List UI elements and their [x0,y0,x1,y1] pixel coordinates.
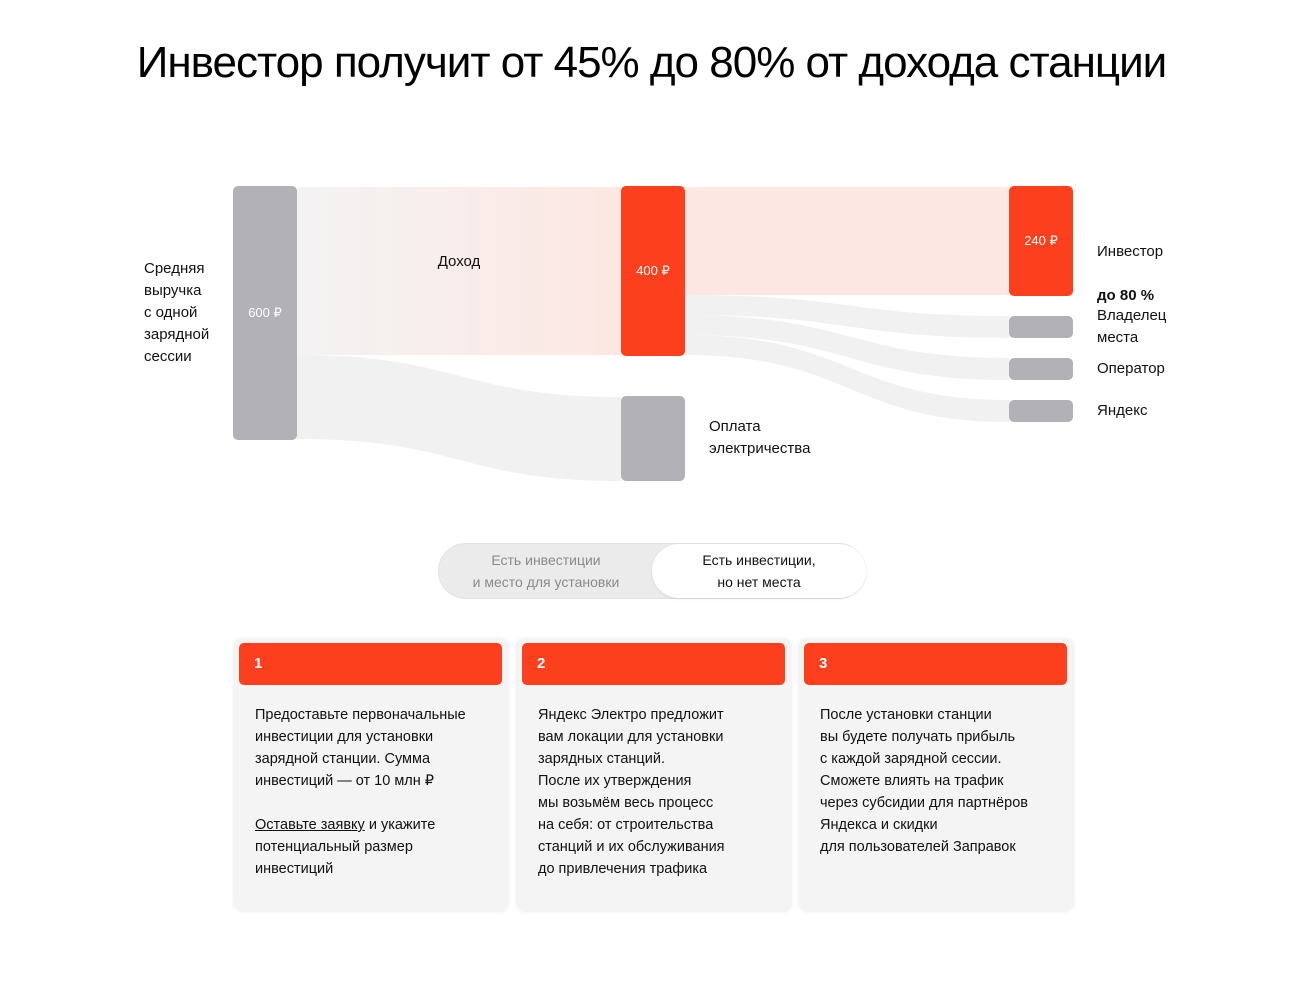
operator-label: Оператор [1097,360,1165,377]
toggle-option-investment-no-place[interactable]: Есть инвестиции, но нет места [652,544,866,598]
node-income [621,186,685,356]
step-text-2: Яндекс Электро предложит вам локации для… [538,707,725,877]
node-owner [1009,316,1073,338]
step-number-2: 2 [522,643,785,685]
investor-share: до 80 % [1097,287,1155,304]
step-number-3: 3 [804,643,1067,685]
flow-investor [685,187,1009,295]
flow-operator [685,315,1009,380]
yandex-label: Яндекс [1097,402,1148,419]
toggle-option-investment-and-place[interactable]: Есть инвестиции и место для установки [472,552,620,590]
electricity-label: Оплата электричества [709,418,811,457]
flow-owner [685,295,1009,338]
node-yandex [1009,400,1073,422]
step-card-2: 2 Яндекс Электро предложит вам локации д… [516,638,792,912]
node-operator [1009,358,1073,380]
investor-label-block: Инвестор до 80 % [1097,219,1163,307]
flow-income [297,187,621,355]
source-value: 600 ₽ [248,305,282,320]
flow-yandex [685,335,1009,422]
step-1-text: Предоставьте первоначальные инвестиции д… [255,707,466,789]
owner-label: Владелец места [1097,307,1167,346]
step-1-text-after: и укажите потенциальный размер инвестици… [255,817,436,877]
flow-electricity [297,355,621,481]
step-card-3: 3 После установки станции вы будете полу… [798,638,1074,912]
scenario-toggle[interactable]: Есть инвестиции и место для установки Ес… [438,543,866,599]
income-value: 400 ₽ [636,263,670,278]
node-source [233,186,297,440]
step-text-3: После установки станции вы будете получа… [820,707,1028,855]
investor-value: 240 ₽ [1024,233,1058,248]
sankey-diagram: 600 ₽ 400 ₽ 240 ₽ Доход [233,186,1073,481]
step-card-1: 1 Предоставьте первоначальные инвестиции… [233,638,509,912]
source-label: Средняя выручка с одной зарядной сессии [144,260,210,365]
income-label: Доход [438,253,481,270]
step-text-1: Предоставьте первоначальные инвестиции д… [255,704,495,880]
node-investor [1009,186,1073,296]
page-title: Инвестор получит от 45% до 80% от дохода… [136,38,1168,87]
investor-label: Инвестор [1097,243,1164,260]
apply-link[interactable]: Оставьте заявку [255,817,365,833]
step-number-1: 1 [239,643,502,685]
node-electricity [621,396,685,481]
